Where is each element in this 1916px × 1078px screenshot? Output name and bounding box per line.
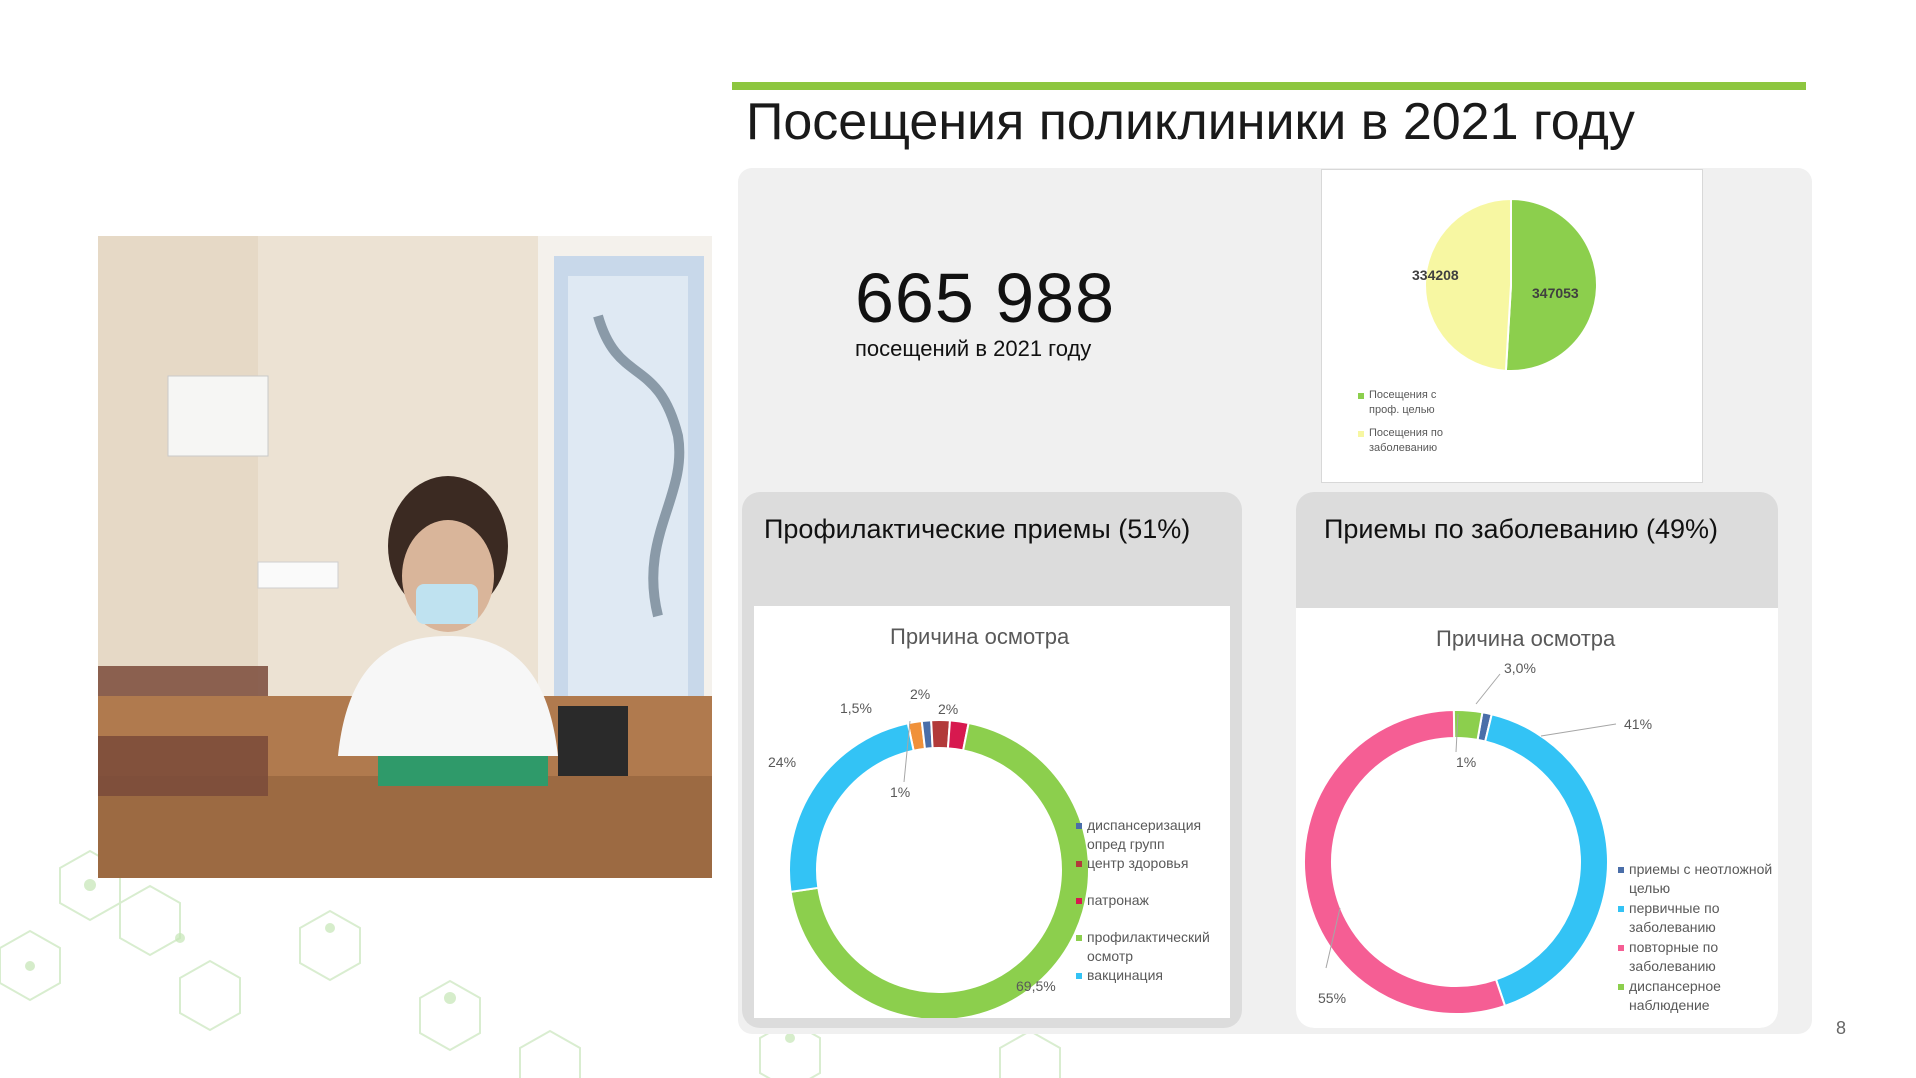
legend-swatch — [1618, 984, 1624, 990]
preventive-visits-card: Профилактические приемы (51%) Причина ос… — [742, 492, 1242, 1028]
legend-label: Посещения по заболеванию — [1369, 427, 1443, 454]
legend-label: центр здоровья — [1087, 855, 1189, 871]
disease-legend: приемы с неотложной целью первичные по з… — [1618, 860, 1778, 1016]
doctor-at-desk-photo — [98, 236, 712, 878]
legend-item: профилактический осмотр — [1076, 928, 1228, 966]
legend-swatch — [1618, 945, 1624, 951]
data-label: 24% — [768, 754, 797, 770]
legend-label: первичные по заболеванию — [1629, 900, 1720, 935]
preventive-legend: диспансеризация опред групп центр здоров… — [1076, 816, 1228, 991]
top-pie-legend: Посещения с проф. целью Посещения по заб… — [1358, 388, 1468, 462]
legend-label: вакцинация — [1087, 967, 1163, 983]
slice-1 — [1424, 197, 1512, 372]
legend-item: патронаж — [1076, 891, 1228, 910]
legend-label: Посещения с проф. целью — [1369, 389, 1437, 416]
legend-swatch — [1076, 898, 1082, 904]
legend-item: Посещения по заболеванию — [1358, 426, 1468, 456]
total-visits-number: 665 988 — [855, 259, 1116, 337]
slice-0 — [1504, 197, 1598, 372]
slice-1 — [930, 719, 952, 750]
preventive-chart-area: Причина осмотра 1,5% 2% 2% 24% 1% 69,5% … — [754, 606, 1230, 1018]
slide-title: Посещения поликлиники в 2021 году — [746, 93, 1635, 151]
legend-swatch — [1076, 973, 1082, 979]
card-title: Профилактические приемы (51%) — [764, 514, 1191, 544]
legend-item: Посещения с проф. целью — [1358, 388, 1468, 418]
data-label: 55% — [1318, 990, 1347, 1006]
slice-2 — [1303, 708, 1507, 1015]
legend-item: диспансерное наблюдение — [1618, 977, 1778, 1015]
legend-label: диспансеризация опред групп — [1087, 817, 1202, 852]
top-pie-svg: 347053 334208 — [1412, 197, 1598, 372]
total-visits-caption: посещений в 2021 году — [855, 336, 1092, 361]
leader-line — [903, 720, 911, 783]
chart-title: Причина осмотра — [1436, 626, 1616, 651]
data-label: 3,0% — [1504, 660, 1536, 676]
leader-line — [1455, 713, 1459, 753]
legend-item: диспансеризация опред групп — [1076, 816, 1228, 854]
leader-line — [1475, 673, 1501, 705]
preventive-donut-svg — [788, 719, 1090, 1018]
legend-swatch — [1358, 393, 1364, 399]
legend-item: вакцинация — [1076, 966, 1228, 985]
data-label: 2% — [910, 686, 931, 702]
slice-3 — [789, 721, 1090, 1018]
legend-label: приемы с неотложной целью — [1629, 861, 1773, 896]
chart-title: Причина осмотра — [890, 624, 1070, 649]
data-label: 41% — [1624, 716, 1653, 732]
disease-chart-area: Причина осмотра 3,0% 41% 1% 55% приемы с… — [1296, 608, 1778, 1028]
disease-visits-card: Приемы по заболеванию (49%) Причина осмо… — [1296, 492, 1778, 1028]
legend-item: первичные по заболеванию — [1618, 899, 1778, 937]
hexagon-background — [0, 849, 1061, 1078]
leader-line — [1540, 723, 1617, 737]
legend-label: повторные по заболеванию — [1629, 939, 1719, 974]
legend-label: профилактический осмотр — [1087, 929, 1210, 964]
data-label: 69,5% — [1016, 978, 1056, 994]
slice-3 — [1452, 709, 1484, 742]
card-title: Приемы по заболеванию (49%) — [1324, 514, 1719, 544]
legend-swatch — [1076, 935, 1082, 941]
data-label: 2% — [938, 701, 959, 717]
legend-label: диспансерное наблюдение — [1629, 978, 1721, 1013]
legend-label: патронаж — [1087, 892, 1149, 908]
data-label: 1% — [1456, 754, 1477, 770]
legend-swatch — [1076, 823, 1082, 829]
legend-item: приемы с неотложной целью — [1618, 860, 1778, 898]
legend-item: центр здоровья — [1076, 854, 1228, 873]
data-label: 1,5% — [840, 700, 872, 716]
slice-4 — [788, 722, 915, 894]
title-accent-bar — [732, 82, 1806, 90]
slice-1 — [1483, 713, 1609, 1008]
data-label: 347053 — [1532, 285, 1579, 301]
leader-line — [1325, 907, 1341, 969]
data-label: 334208 — [1412, 267, 1459, 283]
legend-swatch — [1076, 861, 1082, 867]
legend-swatch — [1618, 867, 1624, 873]
visits-split-pie-chart: 347053 334208 Посещения с проф. целью Пос… — [1321, 169, 1703, 483]
data-label: 1% — [890, 784, 911, 800]
legend-swatch — [1618, 906, 1624, 912]
legend-swatch — [1358, 431, 1364, 437]
page-number: 8 — [1836, 1018, 1847, 1038]
legend-item: повторные по заболеванию — [1618, 938, 1778, 976]
disease-donut-svg — [1303, 673, 1617, 1015]
